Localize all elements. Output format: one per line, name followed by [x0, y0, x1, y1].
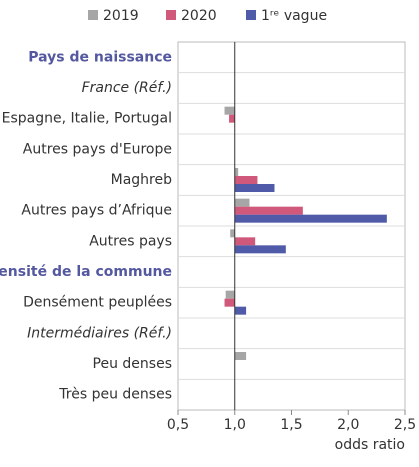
category-label: Maghreb: [111, 172, 172, 188]
bar: [224, 298, 235, 307]
legend-swatch: [88, 10, 98, 20]
bar: [234, 206, 303, 215]
category-label: Espagne, Italie, Portugal: [2, 111, 172, 127]
category-label: Autres pays: [89, 233, 172, 249]
legend-swatch: [246, 10, 256, 20]
category-label: Très peu denses: [58, 387, 172, 403]
x-tick-label: 1,0: [224, 417, 246, 433]
bar: [234, 214, 387, 223]
bar: [229, 114, 235, 123]
section-header: Pays de naissance: [28, 49, 172, 65]
bar: [234, 352, 247, 360]
category-label: France (Réf.): [82, 80, 172, 96]
bar: [234, 198, 250, 207]
bar: [230, 229, 235, 238]
category-label: Autres pays d'Europe: [23, 141, 172, 157]
legend-label: 2020: [181, 8, 217, 24]
bar: [224, 106, 235, 115]
x-axis-label: odds ratio: [335, 437, 405, 453]
x-tick-label: 2,5: [394, 417, 416, 433]
category-label: Peu denses: [93, 356, 172, 372]
bar: [234, 245, 286, 254]
x-tick-label: 1,5: [280, 417, 302, 433]
category-label: Intermédiaires (Réf.): [27, 325, 172, 341]
x-tick-label: 2,0: [337, 417, 359, 433]
legend-label: 2019: [103, 8, 139, 24]
category-label: Autres pays d’Afrique: [21, 203, 172, 219]
bar: [234, 237, 256, 246]
section-header: Densité de la commune: [0, 264, 172, 280]
legend-label: 1ʳᵉ vague: [261, 8, 327, 24]
bar: [225, 290, 235, 299]
legend-swatch: [166, 10, 176, 20]
bar: [234, 168, 239, 176]
bar: [234, 176, 258, 184]
bar: [234, 306, 247, 315]
bar: [234, 184, 275, 192]
category-label: Densément peuplées: [23, 295, 172, 311]
x-tick-label: 0,5: [167, 417, 189, 433]
